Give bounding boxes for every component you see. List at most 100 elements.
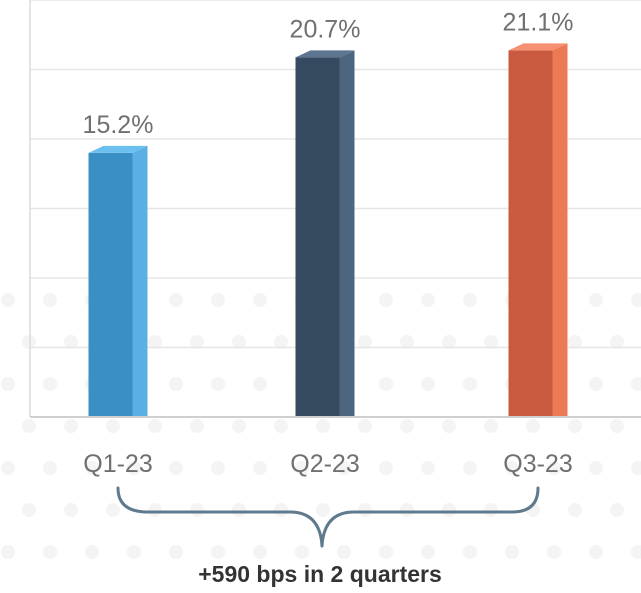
bg-dot bbox=[379, 293, 393, 307]
bg-dot bbox=[211, 293, 225, 307]
bg-dot bbox=[631, 293, 641, 307]
bg-dot bbox=[610, 419, 624, 433]
bg-dot bbox=[148, 419, 162, 433]
bg-dot bbox=[400, 335, 414, 349]
bg-dot bbox=[190, 335, 204, 349]
bg-dot bbox=[316, 503, 330, 517]
bg-dot bbox=[274, 335, 288, 349]
bg-dot bbox=[274, 503, 288, 517]
bg-dot bbox=[22, 419, 36, 433]
bg-dot bbox=[379, 377, 393, 391]
bg-dot bbox=[1, 377, 15, 391]
bg-dot bbox=[211, 461, 225, 475]
bg-dot bbox=[64, 335, 78, 349]
bg-dot bbox=[442, 335, 456, 349]
bg-dot bbox=[484, 419, 498, 433]
bar-side-q1-23 bbox=[132, 145, 148, 417]
bg-dot bbox=[85, 545, 99, 559]
bg-dot bbox=[64, 419, 78, 433]
bar-top-q2-23 bbox=[295, 50, 355, 58]
bg-dot bbox=[43, 293, 57, 307]
bg-dot bbox=[43, 545, 57, 559]
bg-dot bbox=[1, 293, 15, 307]
bg-dot bbox=[568, 419, 582, 433]
bg-dot bbox=[631, 377, 641, 391]
category-label-q3-23: Q3-23 bbox=[503, 450, 572, 478]
curly-brace bbox=[116, 486, 540, 548]
bg-dot bbox=[400, 503, 414, 517]
bar-q3-23 bbox=[508, 50, 553, 417]
bg-dot bbox=[253, 461, 267, 475]
bg-dot bbox=[295, 461, 309, 475]
bg-dot bbox=[547, 461, 561, 475]
bg-dot bbox=[358, 419, 372, 433]
bg-dot bbox=[463, 377, 477, 391]
bg-dot bbox=[1, 461, 15, 475]
bg-dot bbox=[610, 335, 624, 349]
bg-dot bbox=[85, 461, 99, 475]
bg-dot bbox=[610, 503, 624, 517]
bg-dot bbox=[274, 419, 288, 433]
bg-dot bbox=[253, 377, 267, 391]
bg-dot bbox=[169, 461, 183, 475]
bg-dot bbox=[526, 419, 540, 433]
bg-dot bbox=[589, 545, 603, 559]
bg-dot bbox=[442, 419, 456, 433]
bg-dot bbox=[253, 545, 267, 559]
category-label-q2-23: Q2-23 bbox=[290, 450, 359, 478]
bg-dot bbox=[22, 503, 36, 517]
bg-dot bbox=[463, 293, 477, 307]
bg-dot bbox=[232, 419, 246, 433]
value-label-q1-23: 15.2% bbox=[83, 111, 154, 139]
bg-dot bbox=[358, 335, 372, 349]
bg-dot bbox=[22, 335, 36, 349]
value-labels: 15.2% 20.7% 21.1% bbox=[83, 8, 574, 139]
bg-dot bbox=[547, 545, 561, 559]
bg-dot bbox=[421, 545, 435, 559]
category-labels: Q1-23 Q2-23 Q3-23 bbox=[83, 450, 572, 478]
value-label-q3-23: 21.1% bbox=[503, 8, 574, 36]
bg-dot bbox=[211, 545, 225, 559]
bg-dot bbox=[379, 461, 393, 475]
bar-side-q2-23 bbox=[339, 50, 355, 418]
bg-dot bbox=[589, 377, 603, 391]
bg-dot bbox=[106, 419, 120, 433]
bg-dot bbox=[127, 545, 141, 559]
bg-dot bbox=[358, 503, 372, 517]
bg-dot bbox=[463, 461, 477, 475]
annotation-text: +590 bps in 2 quarters bbox=[198, 561, 442, 587]
bg-dot bbox=[631, 545, 641, 559]
bg-dot bbox=[127, 461, 141, 475]
bg-dot bbox=[337, 461, 351, 475]
bg-dot bbox=[589, 461, 603, 475]
bg-dot bbox=[568, 335, 582, 349]
bg-dot bbox=[148, 503, 162, 517]
bg-dot bbox=[421, 377, 435, 391]
bg-dot bbox=[421, 461, 435, 475]
bg-dot bbox=[169, 293, 183, 307]
bg-dot bbox=[379, 545, 393, 559]
bg-dot bbox=[190, 419, 204, 433]
bg-dot bbox=[589, 293, 603, 307]
value-label-q2-23: 20.7% bbox=[290, 15, 361, 43]
bg-dot bbox=[295, 545, 309, 559]
bar-side-q3-23 bbox=[552, 43, 568, 417]
bg-dot bbox=[1, 545, 15, 559]
bg-dot bbox=[148, 335, 162, 349]
bg-dot bbox=[463, 545, 477, 559]
bg-dot bbox=[484, 335, 498, 349]
bg-dot bbox=[631, 461, 641, 475]
bg-dot bbox=[337, 545, 351, 559]
bg-dot bbox=[484, 503, 498, 517]
bg-dot bbox=[253, 293, 267, 307]
bg-dot bbox=[211, 377, 225, 391]
bg-dot bbox=[169, 377, 183, 391]
bg-dot bbox=[232, 335, 246, 349]
bars bbox=[88, 43, 568, 418]
category-label-q1-23: Q1-23 bbox=[83, 450, 152, 478]
bg-dot bbox=[169, 545, 183, 559]
bg-dot bbox=[232, 503, 246, 517]
bg-dot bbox=[43, 377, 57, 391]
bg-dot bbox=[64, 503, 78, 517]
